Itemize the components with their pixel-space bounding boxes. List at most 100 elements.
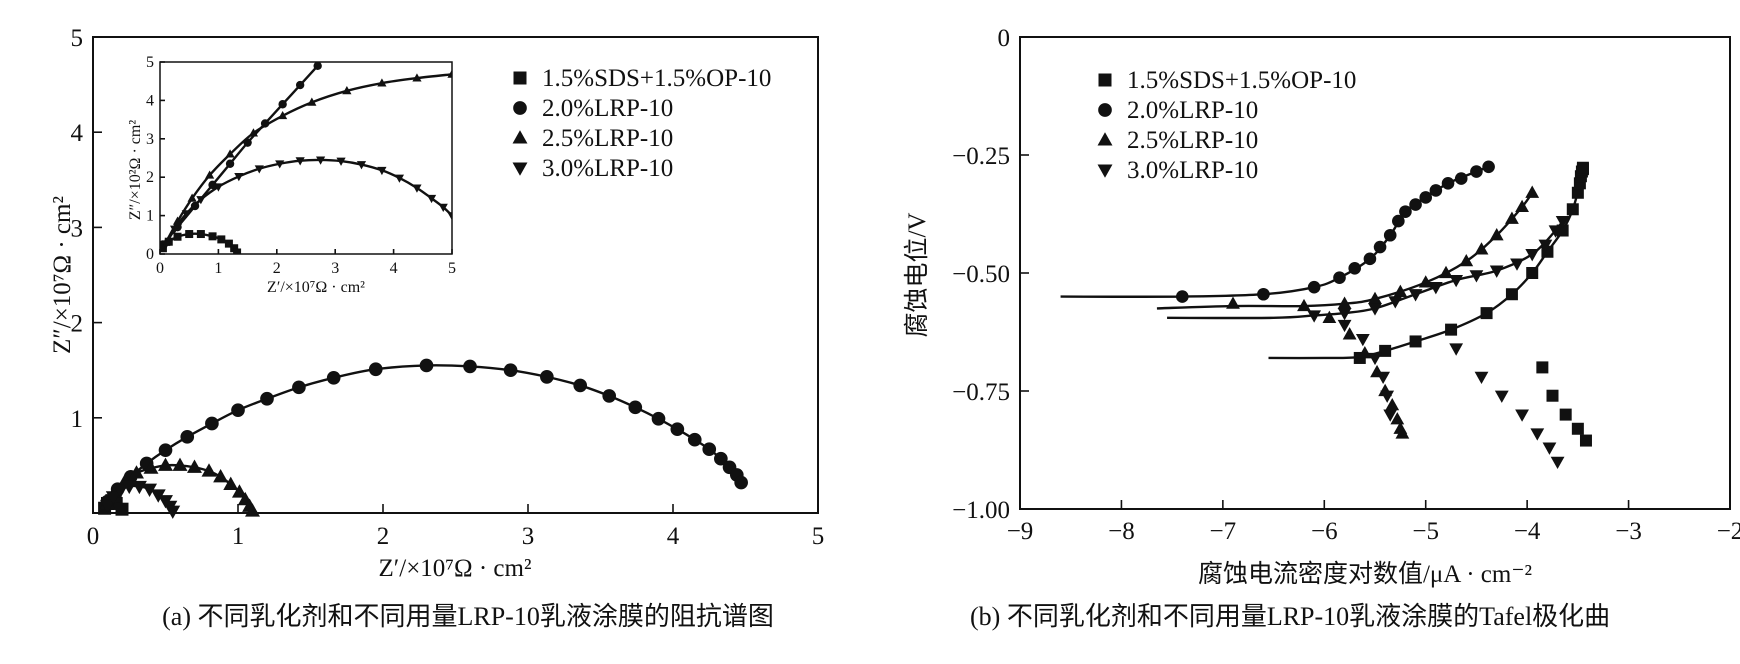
inset-point-2-5-lrp-10 (342, 86, 352, 95)
inset-series (160, 62, 452, 254)
panel-a-series-2-0-lrp-10 (100, 358, 748, 509)
panel-b-point-2-5-lrp-10 (1368, 291, 1382, 305)
panel-a-point-2-0-lrp-10 (734, 475, 748, 490)
inset-x-tick-label: 3 (331, 260, 339, 277)
panel-a-y-tick-label: 3 (71, 215, 84, 242)
panel-b-point-3-0-lrp-10 (1550, 456, 1565, 469)
panel-b-point-3-0-lrp-10 (1469, 270, 1484, 283)
panel-b-point-3-0-lrp-10 (1408, 289, 1423, 302)
inset-point-1-5-sds-1-5-op-10 (185, 230, 194, 239)
panel-a-y-axis-label: Z″/×10⁷Ω · cm² (49, 196, 76, 354)
panel-b-legend: 1.5%SDS+1.5%OP-10 2.0%LRP-10 2.5%LRP-10 3.0… (1097, 67, 1356, 184)
inset-x-tick-label: 2 (273, 260, 281, 277)
panel-b-point-3-0-lrp-10 (1337, 308, 1352, 321)
panel-b-point-2-0-lrp-10 (1419, 191, 1433, 204)
panel-a-point-2-5-lrp-10 (129, 465, 144, 479)
panel-a-x-tick-label: 5 (812, 523, 825, 550)
inset-point-2-5-lrp-10 (187, 193, 197, 202)
panel-b-legend-marker-2-5-lrp-10 (1097, 132, 1113, 146)
panel-a-point-2-0-lrp-10 (260, 391, 274, 406)
panel-a-point-2-0-lrp-10 (628, 400, 643, 415)
panel-b-point-3-0-lrp-10 (1515, 409, 1529, 422)
panel-a-legend-marker-2-5-lrp-10 (512, 130, 528, 144)
panel-b-legend-marker-1-5-sds-1-5-op-10 (1098, 73, 1112, 87)
panel-a-point-2-0-lrp-10 (158, 443, 173, 457)
panel-a-y-tick-label: 5 (71, 25, 84, 52)
panel-a-point-2-0-lrp-10 (463, 359, 477, 374)
panel-b-point-1-5-sds-1-5-op-10 (1409, 335, 1422, 348)
panel-a-point-2-0-lrp-10 (231, 403, 245, 418)
panel-b-point-2-0-lrp-10 (1175, 290, 1189, 303)
inset-y-ticks: 0 1 2 3 4 5 (146, 54, 165, 263)
panel-b-series-3-0-lrp-10 (1167, 215, 1570, 469)
panel-a-point-3-0-lrp-10 (100, 499, 115, 514)
panel-b-point-2-5-lrp-10 (1390, 412, 1405, 425)
panel-a-point-2-0-lrp-10 (687, 432, 702, 447)
panel-b-point-2-5-lrp-10 (1525, 185, 1540, 198)
panel-b-x-tick-label: −2 (1717, 518, 1740, 545)
inset-point-3-0-lrp-10 (213, 183, 223, 192)
inset-x-tick-label: 5 (448, 260, 456, 277)
panel-b-point-2-5-lrp-10 (1226, 296, 1240, 309)
inset-point-2-5-lrp-10 (412, 73, 422, 82)
panel-a-point-2-0-lrp-10 (573, 378, 588, 393)
panel-b-point-3-0-lrp-10 (1510, 258, 1524, 271)
panel-b-point-1-5-sds-1-5-op-10 (1576, 161, 1589, 174)
panel-a-point-2-5-lrp-10 (245, 503, 260, 517)
panel-b-y-axis-label: 腐蚀电位/V (903, 212, 931, 337)
panel-b-point-2-5-lrp-10 (1297, 298, 1311, 312)
panel-a-point-2-5-lrp-10 (158, 457, 173, 471)
panel-b-point-2-5-lrp-10 (1474, 242, 1489, 255)
panel-b-point-2-5-lrp-10 (1459, 254, 1474, 267)
panel-b-point-1-5-sds-1-5-op-10 (1526, 267, 1539, 279)
panel-b-y-tick-label: −0.25 (952, 143, 1010, 170)
panel-b-legend-label-2-0-lrp-10: 2.0%LRP-10 (1127, 97, 1258, 124)
panel-b-point-2-0-lrp-10 (1399, 205, 1412, 218)
inset-point-1-5-sds-1-5-op-10 (208, 232, 217, 241)
panel-b-series-2-5-lrp-10 (1156, 185, 1540, 439)
panel-b-point-1-5-sds-1-5-op-10 (1480, 307, 1493, 320)
panel-a-point-2-0-lrp-10 (419, 358, 434, 373)
inset-point-2-5-lrp-10 (447, 69, 452, 78)
panel-a-point-2-5-lrp-10 (172, 457, 188, 471)
inset-point-3-0-lrp-10 (161, 241, 171, 250)
panel-b-point-2-5-lrp-10 (1342, 327, 1357, 340)
panel-a-x-tick-label: 1 (232, 523, 245, 550)
inset-x-tick-label: 0 (156, 260, 164, 277)
inset-point-3-0-lrp-10 (275, 160, 285, 169)
inset-point-2-5-lrp-10 (377, 78, 387, 87)
inset-point-3-0-lrp-10 (316, 156, 326, 165)
panel-b-x-tick-label: −5 (1412, 518, 1439, 545)
panel-a-plot-frame (92, 36, 819, 514)
panel-b-point-1-5-sds-1-5-op-10 (1445, 323, 1458, 336)
panel-b-point-3-0-lrp-10 (1368, 352, 1382, 366)
panel-b-point-3-0-lrp-10 (1383, 409, 1398, 422)
inset-y-tick-label: 5 (146, 54, 154, 71)
panel-a-point-2-0-lrp-10 (205, 416, 219, 431)
panel-a-legend-marker-2-0-lrp-10 (513, 101, 527, 115)
panel-b-x-axis-label: 腐蚀电流密度对数值/μA · cm⁻² (1198, 560, 1532, 588)
panel-b-y-ticks: 0 −0.25 −0.50 −0.75 −1.00 (952, 25, 1029, 524)
panel-b-point-2-0-lrp-10 (1392, 214, 1405, 228)
inset-point-3-0-lrp-10 (196, 196, 206, 205)
panel-b-point-3-0-lrp-10 (1494, 390, 1509, 403)
panel-b-point-2-0-lrp-10 (1373, 240, 1387, 254)
panel-a-point-2-5-lrp-10 (213, 469, 229, 483)
panel-b-legend-label-2-5-lrp-10: 2.5%LRP-10 (1127, 127, 1258, 154)
panel-b-point-2-5-lrp-10 (1505, 211, 1519, 224)
inset-series-3-0-lrp-10 (161, 156, 452, 250)
inset-y-tick-label: 3 (146, 131, 154, 148)
inset-point-1-5-sds-1-5-op-10 (233, 248, 242, 254)
panel-a-x-tick-label: 2 (377, 523, 390, 550)
panel-b-point-3-0-lrp-10 (1337, 319, 1352, 333)
inset-point-2-5-lrp-10 (225, 149, 235, 158)
panel-b-x-tick-label: −4 (1514, 518, 1541, 545)
inset-x-tick-label: 1 (214, 260, 222, 277)
panel-a-legend-label-2-5-lrp-10: 2.5%LRP-10 (542, 125, 673, 152)
inset-point-1-5-sds-1-5-op-10 (230, 244, 239, 253)
panel-b-x-tick-label: −9 (1007, 518, 1034, 545)
inset-y-axis-label: Z″/×10²Ω · cm² (127, 120, 144, 220)
panel-a-point-3-0-lrp-10 (150, 489, 166, 503)
panel-b-y-tick-label: −0.50 (952, 261, 1010, 288)
panel-a-x-tick-label: 4 (667, 523, 680, 550)
